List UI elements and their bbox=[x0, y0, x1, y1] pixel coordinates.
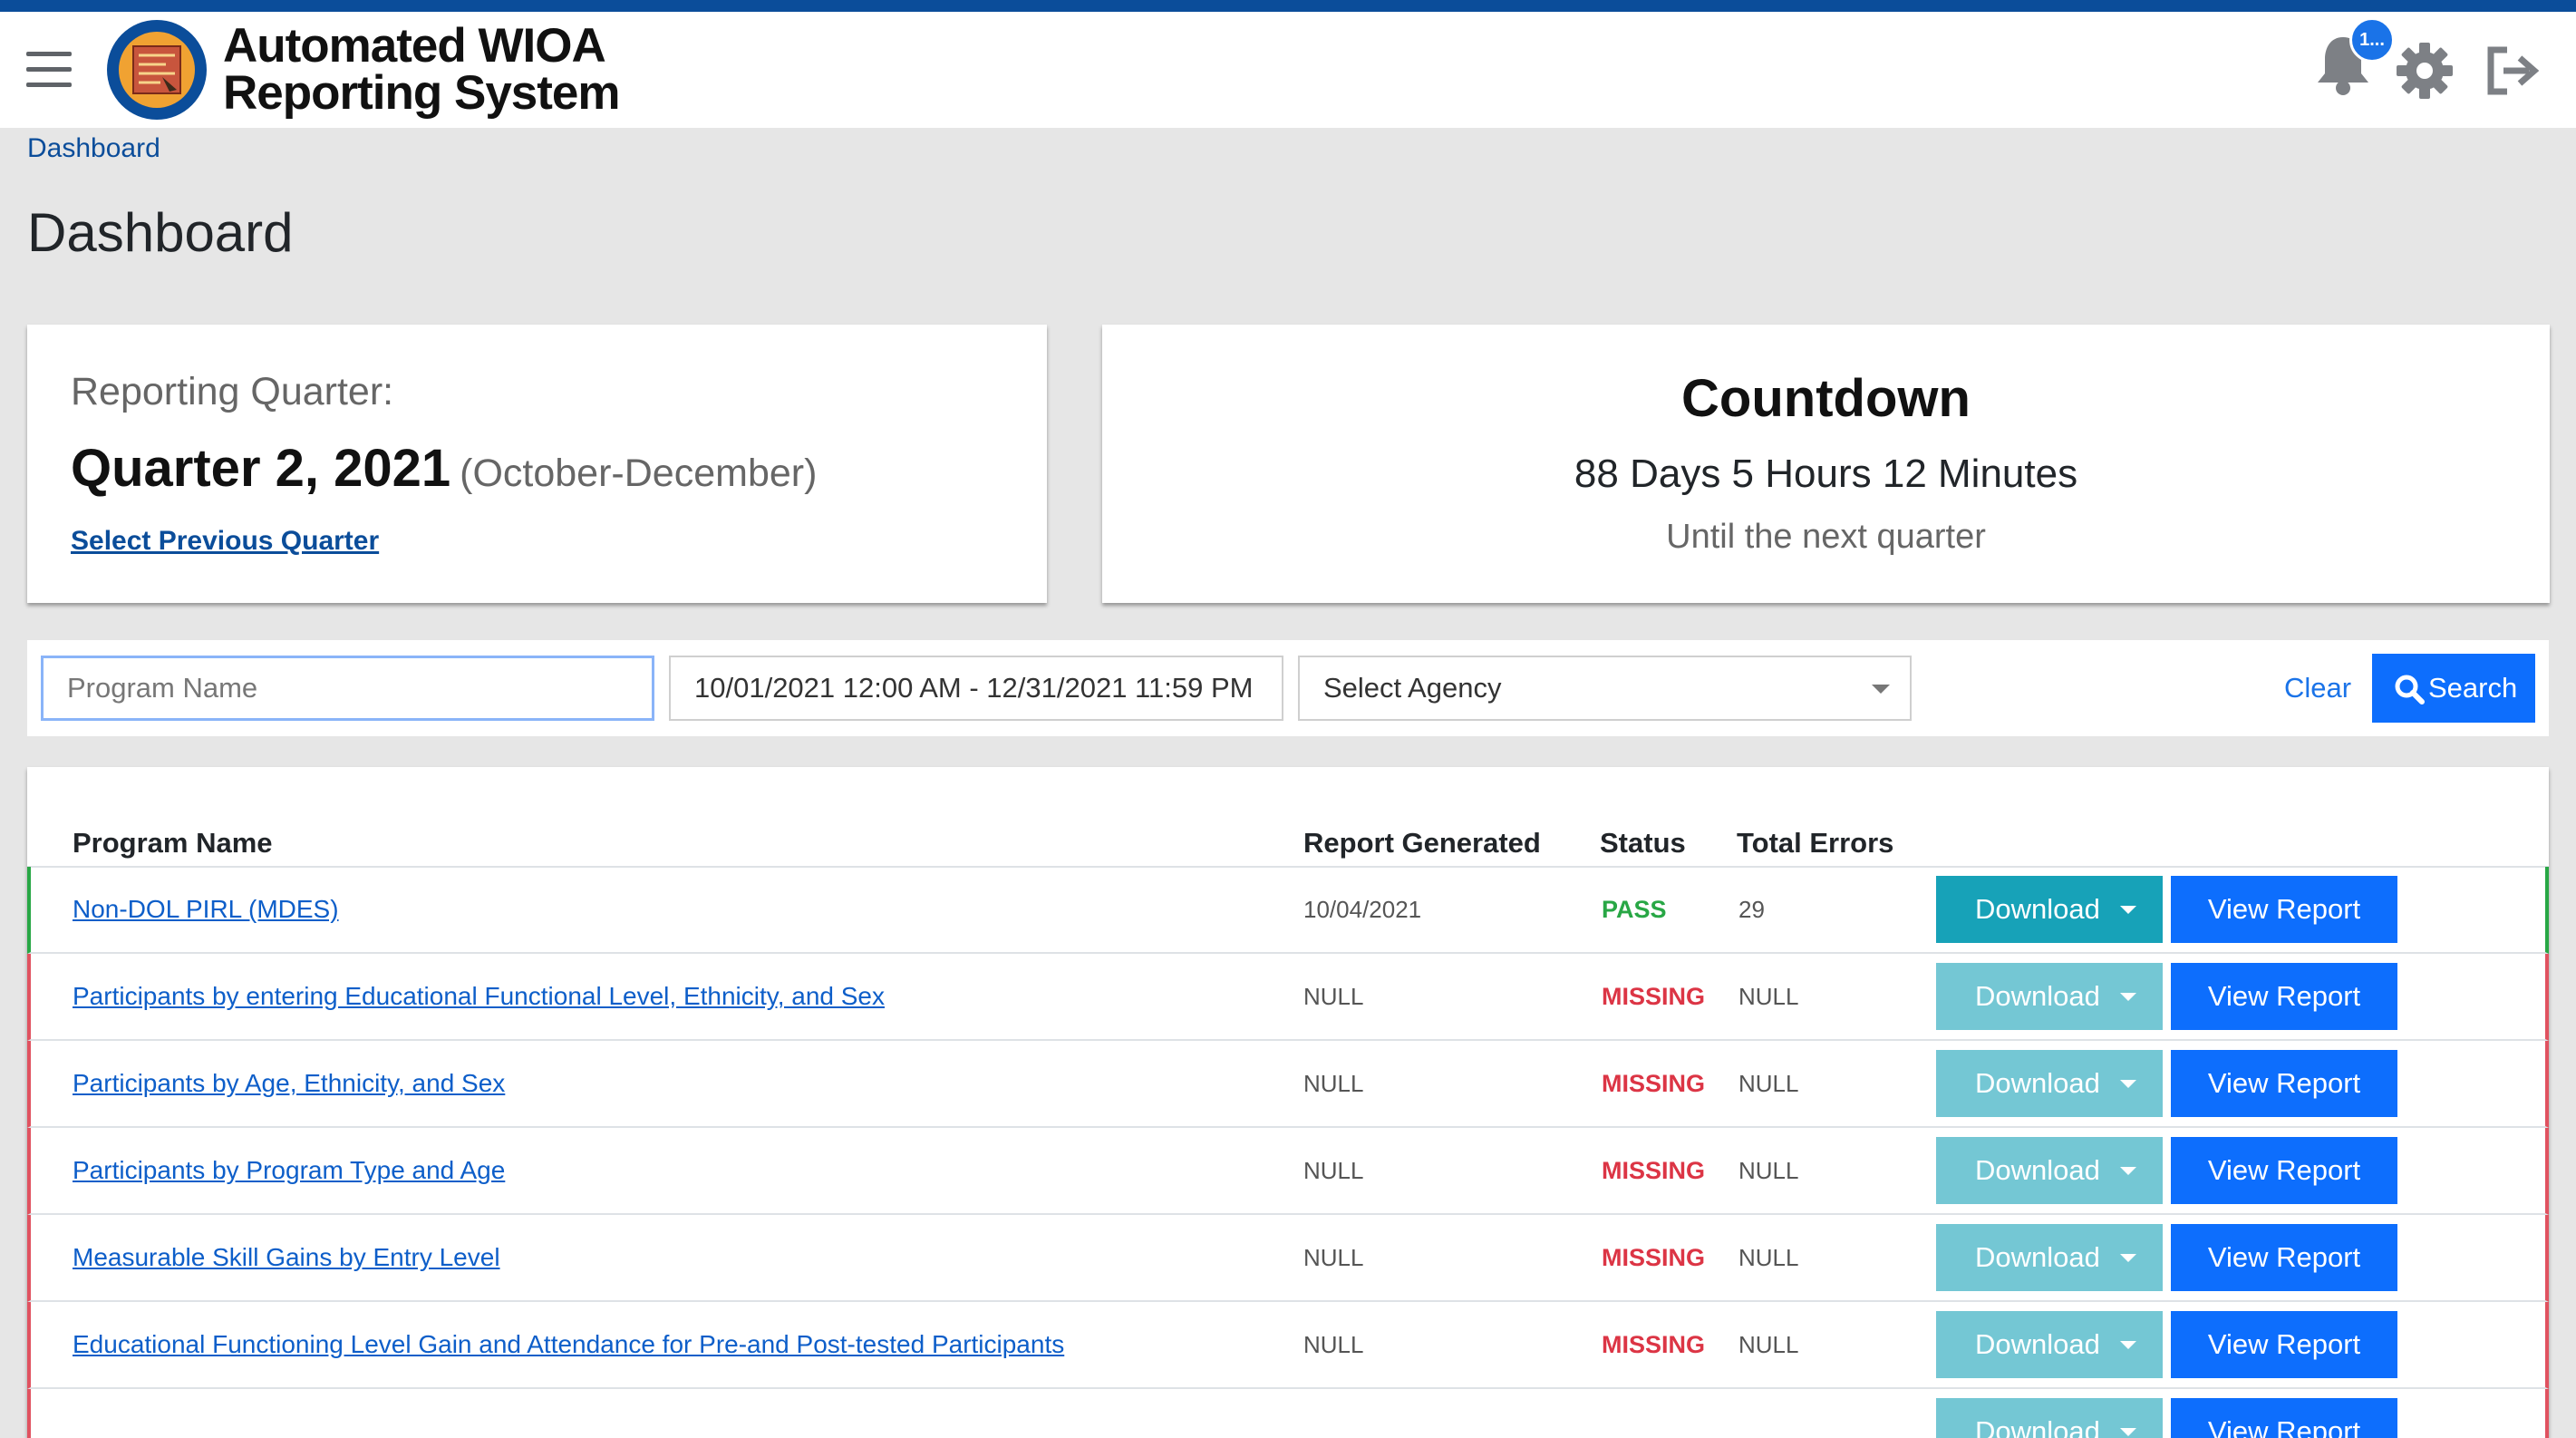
download-button-label: Download bbox=[1975, 893, 2100, 925]
table-row: Participants by entering Educational Fun… bbox=[27, 954, 2549, 1041]
chevron-down-icon bbox=[2120, 1167, 2136, 1175]
countdown-card: Countdown 88 Days 5 Hours 12 Minutes Unt… bbox=[1102, 325, 2550, 603]
download-button-label: Download bbox=[1975, 1415, 2100, 1438]
chevron-down-icon bbox=[2120, 1080, 2136, 1088]
status-badge: MISSING bbox=[1602, 983, 1706, 1010]
total-errors-cell: NULL bbox=[1738, 1157, 1799, 1184]
app-title: Automated WIOA Reporting System bbox=[223, 19, 621, 120]
view-report-button[interactable]: View Report bbox=[2171, 876, 2397, 943]
menu-icon[interactable] bbox=[26, 52, 72, 88]
quarter-months: (October-December) bbox=[460, 452, 818, 495]
reports-table: Program Name Report Generated Status Tot… bbox=[27, 767, 2549, 1438]
app-title-line1: Automated WIOA bbox=[223, 19, 606, 73]
report-generated-cell: NULL bbox=[1303, 983, 1364, 1010]
download-button-label: Download bbox=[1975, 1241, 2100, 1273]
agency-select[interactable]: Select Agency bbox=[1298, 656, 1912, 721]
total-errors-cell: NULL bbox=[1738, 1070, 1799, 1097]
table-row: Download View Report bbox=[27, 1389, 2549, 1438]
program-name-link[interactable]: Participants by Program Type and Age bbox=[73, 1156, 506, 1184]
logout-icon[interactable] bbox=[2484, 44, 2540, 97]
program-name-link[interactable]: Educational Functioning Level Gain and A… bbox=[73, 1330, 1065, 1358]
agency-select-placeholder: Select Agency bbox=[1323, 672, 1502, 704]
table-row: Non-DOL PIRL (MDES) 10/04/2021 PASS 29 Downl… bbox=[27, 867, 2549, 954]
status-badge: MISSING bbox=[1602, 1244, 1706, 1271]
table-row: Measurable Skill Gains by Entry Level NUL… bbox=[27, 1215, 2549, 1302]
filter-bar: 10/01/2021 12:00 AM - 12/31/2021 11:59 P… bbox=[27, 640, 2549, 736]
status-badge: MISSING bbox=[1602, 1070, 1706, 1097]
download-dropdown-button[interactable]: Download bbox=[1936, 1137, 2163, 1204]
download-dropdown-button[interactable]: Download bbox=[1936, 1311, 2163, 1378]
gear-icon[interactable] bbox=[2395, 41, 2455, 101]
search-button[interactable]: Search bbox=[2372, 654, 2535, 723]
download-dropdown-button[interactable]: Download bbox=[1936, 963, 2163, 1030]
search-icon bbox=[2395, 675, 2425, 704]
total-errors-cell: NULL bbox=[1738, 1331, 1799, 1358]
chevron-down-icon bbox=[2120, 993, 2136, 1001]
chevron-down-icon bbox=[2120, 1254, 2136, 1262]
view-report-button[interactable]: View Report bbox=[2171, 1224, 2397, 1291]
date-range-input[interactable]: 10/01/2021 12:00 AM - 12/31/2021 11:59 P… bbox=[669, 656, 1283, 721]
col-header-errors: Total Errors bbox=[1737, 827, 1894, 859]
countdown-subtitle: Until the next quarter bbox=[1666, 518, 1986, 556]
col-header-status: Status bbox=[1600, 827, 1686, 859]
total-errors-cell: NULL bbox=[1738, 983, 1799, 1010]
view-report-button[interactable]: View Report bbox=[2171, 1311, 2397, 1378]
report-generated-cell: NULL bbox=[1303, 1331, 1364, 1358]
table-row: Participants by Program Type and Age NULL… bbox=[27, 1128, 2549, 1215]
breadcrumb[interactable]: Dashboard bbox=[27, 133, 160, 163]
program-name-link[interactable]: Participants by entering Educational Fun… bbox=[73, 982, 885, 1010]
download-button-label: Download bbox=[1975, 980, 2100, 1012]
chevron-down-icon bbox=[2120, 1428, 2136, 1436]
view-report-button[interactable]: View Report bbox=[2171, 1050, 2397, 1117]
download-dropdown-button[interactable]: Download bbox=[1936, 1050, 2163, 1117]
app-title-line2: Reporting System bbox=[223, 66, 621, 120]
reporting-quarter-card: Reporting Quarter: Quarter 2, 2021 (Octob… bbox=[27, 325, 1047, 603]
total-errors-cell: NULL bbox=[1738, 1244, 1799, 1271]
col-header-program: Program Name bbox=[73, 827, 273, 859]
download-dropdown-button[interactable]: Download bbox=[1936, 1224, 2163, 1291]
reporting-quarter-label: Reporting Quarter: bbox=[71, 370, 394, 413]
select-previous-quarter-link[interactable]: Select Previous Quarter bbox=[71, 526, 380, 556]
status-badge: PASS bbox=[1602, 896, 1667, 923]
download-dropdown-button[interactable]: Download bbox=[1936, 1398, 2163, 1438]
report-generated-cell: 10/04/2021 bbox=[1303, 896, 1422, 923]
top-accent-stripe bbox=[0, 0, 2576, 12]
agency-seal-logo bbox=[107, 20, 207, 120]
header-divider bbox=[27, 866, 2549, 868]
download-dropdown-button[interactable]: Download bbox=[1936, 876, 2163, 943]
download-button-label: Download bbox=[1975, 1067, 2100, 1099]
page-title: Dashboard bbox=[27, 202, 294, 263]
notification-badge: 1... bbox=[2349, 17, 2395, 63]
program-name-link[interactable]: Measurable Skill Gains by Entry Level bbox=[73, 1243, 500, 1271]
program-name-link[interactable]: Non-DOL PIRL (MDES) bbox=[73, 895, 339, 923]
chevron-down-icon bbox=[1872, 685, 1890, 694]
download-button-label: Download bbox=[1975, 1328, 2100, 1360]
view-report-button[interactable]: View Report bbox=[2171, 1398, 2397, 1438]
report-generated-cell: NULL bbox=[1303, 1157, 1364, 1184]
program-name-input[interactable] bbox=[41, 656, 654, 721]
total-errors-cell: 29 bbox=[1738, 896, 1765, 923]
report-generated-cell: NULL bbox=[1303, 1070, 1364, 1097]
col-header-generated: Report Generated bbox=[1303, 827, 1541, 859]
status-badge: MISSING bbox=[1602, 1157, 1706, 1184]
program-name-link[interactable]: Participants by Age, Ethnicity, and Sex bbox=[73, 1069, 506, 1097]
clear-button[interactable]: Clear bbox=[2284, 672, 2352, 704]
reporting-quarter-value: Quarter 2, 2021 (October-December) bbox=[71, 438, 817, 499]
quarter-name: Quarter 2, 2021 bbox=[71, 439, 451, 498]
countdown-title: Countdown bbox=[1681, 369, 1971, 428]
table-row: Educational Functioning Level Gain and A… bbox=[27, 1302, 2549, 1389]
view-report-button[interactable]: View Report bbox=[2171, 1137, 2397, 1204]
search-button-label: Search bbox=[2428, 672, 2518, 704]
report-generated-cell: NULL bbox=[1303, 1244, 1364, 1271]
chevron-down-icon bbox=[2120, 906, 2136, 914]
view-report-button[interactable]: View Report bbox=[2171, 963, 2397, 1030]
countdown-time: 88 Days 5 Hours 12 Minutes bbox=[1574, 452, 2078, 496]
app-header: Automated WIOA Reporting System bbox=[0, 12, 2576, 128]
status-badge: MISSING bbox=[1602, 1331, 1706, 1358]
download-button-label: Download bbox=[1975, 1154, 2100, 1186]
table-row: Participants by Age, Ethnicity, and Sex N… bbox=[27, 1041, 2549, 1128]
chevron-down-icon bbox=[2120, 1341, 2136, 1349]
